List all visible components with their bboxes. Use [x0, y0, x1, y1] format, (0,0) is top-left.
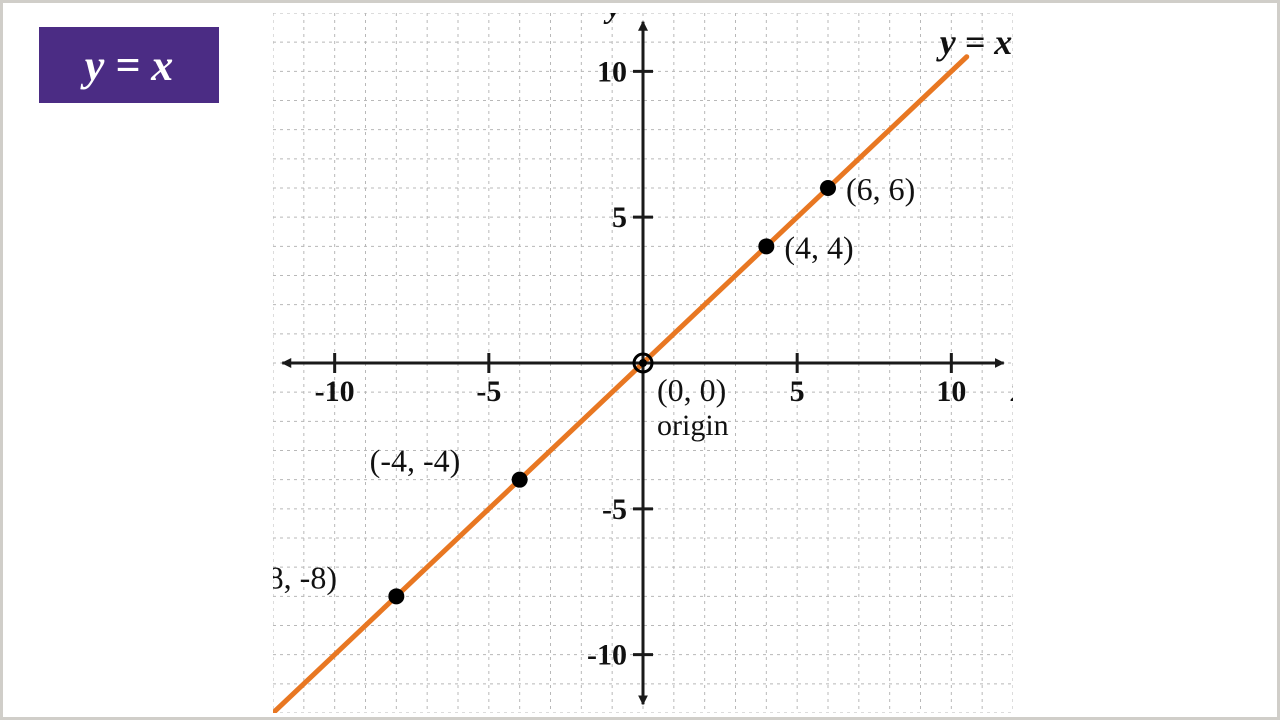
- y-axis-label: y: [603, 13, 622, 24]
- data-point: [820, 180, 836, 196]
- point-label: (4, 4): [784, 229, 853, 265]
- coordinate-chart: -10 -10 -5 -5 5 5 10 10 x y (0, 0)origin (-8, -8) (-…: [273, 13, 1013, 713]
- data-point: [388, 588, 404, 604]
- y-tick-label: 10: [597, 55, 627, 88]
- point-label: (-4, -4): [370, 443, 461, 479]
- y-tick-label: 5: [612, 201, 627, 234]
- equation-badge: y = x: [39, 27, 219, 103]
- y-tick-label: -10: [587, 639, 627, 672]
- x-tick-label: -10: [315, 375, 355, 408]
- equation-badge-text: y = x: [85, 40, 174, 91]
- origin-label: (0, 0): [657, 372, 726, 408]
- data-point: [758, 238, 774, 254]
- x-tick-label: 10: [936, 375, 966, 408]
- x-tick-label: 5: [790, 375, 805, 408]
- chart-svg: -10 -10 -5 -5 5 5 10 10 x y (0, 0)origin (-8, -8) (-…: [273, 13, 1013, 713]
- origin-point: [639, 359, 647, 367]
- x-tick-label: -5: [476, 375, 501, 408]
- x-axis-label: x: [1010, 372, 1013, 408]
- y-tick-label: -5: [602, 493, 627, 526]
- graph-line: [273, 57, 967, 713]
- data-point: [512, 472, 528, 488]
- point-label: (6, 6): [846, 171, 915, 207]
- content-frame: y = x -10 -10 -5 -5 5 5 10 10 x y (0, 0)origin (-8,…: [3, 3, 1277, 717]
- origin-sublabel: origin: [657, 409, 729, 442]
- point-label: (-8, -8): [273, 559, 337, 595]
- line-equation-label: y = x: [936, 22, 1013, 62]
